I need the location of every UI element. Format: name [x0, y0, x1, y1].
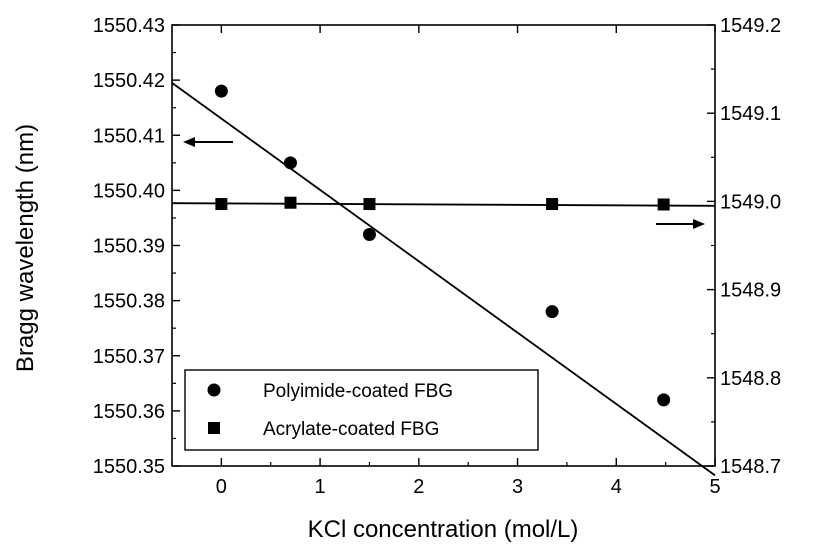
y-right-tick-label: 1548.9	[720, 280, 781, 302]
y-right-tick-label: 1548.7	[720, 456, 781, 478]
axis-arrow-head-right	[693, 219, 705, 229]
data-point-square	[284, 196, 297, 209]
y-left-tick-label: 1550.36	[93, 401, 165, 423]
x-tick-label: 2	[413, 476, 424, 498]
x-axis-title: KCl concentration (mol/L)	[308, 516, 579, 543]
y-left-tick-label: 1550.40	[93, 180, 165, 202]
x-tick-label: 0	[216, 476, 227, 498]
y-right-tick-label: 1548.8	[720, 368, 781, 390]
fit-line-series-1	[171, 202, 716, 207]
y-right-tick-label: 1549.1	[720, 103, 781, 125]
axis-arrow-head-left	[183, 137, 195, 147]
legend-label: Polyimide-coated FBG	[263, 381, 453, 402]
annotation-group	[183, 137, 705, 229]
x-tick-label: 5	[709, 476, 720, 498]
legend-box	[184, 369, 539, 451]
y-left-tick-label: 1550.38	[93, 291, 165, 313]
legend-group: Polyimide-coated FBG Acrylate-coated FBG	[184, 369, 539, 451]
data-point-square	[546, 198, 559, 211]
series-group	[171, 82, 716, 477]
legend-marker-circle	[207, 383, 221, 397]
y-left-tick-label: 1550.41	[93, 125, 165, 147]
y-axis-title: Bragg wavelength (nm)	[12, 124, 39, 372]
x-tick-label: 4	[611, 476, 622, 498]
y-left-tick-label: 1550.42	[93, 70, 165, 92]
x-tick-label: 3	[512, 476, 523, 498]
y-left-tick-label: 1550.35	[93, 456, 165, 478]
data-point-circle	[545, 305, 559, 319]
data-point-circle	[214, 84, 228, 98]
y-left-tick-label: 1550.37	[93, 346, 165, 368]
ticks-group: 0 1 2 3 4 5 1550.35 1550.36 1550.37 1550.38 1550.3…	[93, 15, 781, 498]
y-left-tick-label: 1550.39	[93, 236, 165, 258]
fit-line-series-0	[171, 82, 716, 477]
data-point-square	[215, 198, 228, 211]
legend-label: Acrylate-coated FBG	[263, 419, 439, 440]
data-point-circle	[657, 393, 671, 407]
y-right-tick-label: 1549.0	[720, 191, 781, 213]
data-point-square	[657, 198, 670, 211]
legend-marker-square	[208, 422, 220, 434]
data-point-square	[363, 198, 376, 211]
x-tick-label: 1	[315, 476, 326, 498]
data-point-circle	[283, 156, 297, 170]
data-point-circle	[362, 227, 376, 241]
y-right-tick-label: 1549.2	[720, 15, 781, 37]
y-left-tick-label: 1550.43	[93, 15, 165, 37]
